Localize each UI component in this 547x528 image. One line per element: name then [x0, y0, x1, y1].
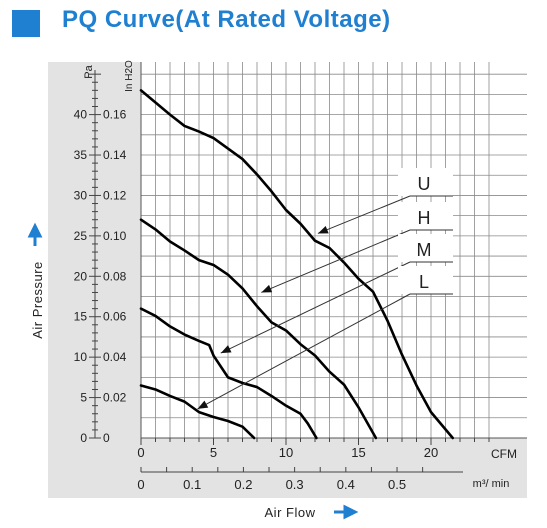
annotation-leader-h — [261, 229, 411, 293]
annotation-arrowhead-m — [220, 345, 232, 354]
x-tick-label-cfm: 15 — [351, 445, 365, 460]
x-axis-arrow — [334, 504, 359, 520]
annotation-box-l — [398, 266, 453, 294]
y-tick-label-pa: 40 — [74, 108, 88, 122]
y-tick-label-inh2o: 0.10 — [103, 229, 127, 243]
y-tick-label-inh2o: 0.12 — [103, 188, 127, 202]
y-axis-title: Air Pressure — [30, 261, 45, 339]
x-tick-label-m3min: 0.4 — [337, 477, 355, 492]
y-tick-label-pa: 0 — [80, 431, 87, 445]
annotation-label-h: H — [418, 208, 431, 228]
y-tick-label-pa: 30 — [74, 188, 88, 202]
y-tick-label-pa: 35 — [74, 148, 88, 162]
x-tick-label-cfm: 0 — [137, 445, 144, 460]
annotation-box-u — [398, 168, 453, 196]
curve-l — [139, 384, 256, 440]
x-tick-label-m3min: 0.5 — [388, 477, 406, 492]
x-tick-label-cfm: 10 — [279, 445, 293, 460]
annotation-arrowhead-h — [261, 284, 273, 293]
x-unit-cfm: CFM — [491, 447, 517, 461]
annotation-arrowhead-u — [317, 225, 329, 234]
y-unit-pa: Pa — [83, 64, 95, 78]
y-tick-label-inh2o: 0.16 — [103, 108, 127, 122]
annotation-label-u: U — [418, 174, 431, 194]
annotation-box-m — [398, 234, 453, 262]
annotation-label-l: L — [419, 272, 429, 292]
y-tick-label-inh2o: 0.08 — [103, 269, 127, 283]
y-tick-label-pa: 15 — [74, 310, 88, 324]
y-tick-label-pa: 5 — [80, 391, 87, 405]
x-tick-label-m3min: 0.3 — [286, 477, 304, 492]
y-tick-label-inh2o: 0.06 — [103, 310, 127, 324]
x-tick-label-m3min: 0.2 — [234, 477, 252, 492]
grid — [141, 62, 527, 438]
title-square-marker — [12, 10, 40, 37]
y-tick-label-pa: 20 — [74, 269, 88, 283]
y-tick-label-inh2o: 0.02 — [103, 391, 127, 405]
x-unit-m3min: m³/ min — [473, 478, 510, 490]
x-tick-label-cfm: 5 — [210, 445, 217, 460]
x-tick-label-cfm: 20 — [424, 445, 438, 460]
annotation-leader-u — [317, 195, 411, 234]
x-tick-label-m3min: 0.1 — [183, 477, 201, 492]
annotation-label-m: M — [417, 240, 432, 260]
annotation-leader-m — [220, 261, 411, 354]
y-tick-label-pa: 10 — [74, 350, 88, 364]
annotation-box-h — [398, 202, 453, 230]
curve-u — [139, 89, 455, 440]
annotation-arrowhead-l — [197, 400, 209, 409]
curve-h — [139, 218, 378, 440]
y-axis-arrow — [27, 222, 43, 246]
annotation-leader-l — [197, 293, 411, 410]
chart-title: PQ Curve(At Rated Voltage) — [62, 6, 391, 33]
y-tick-label-inh2o: 0.14 — [103, 148, 127, 162]
y-unit-inh2o: In H2O — [124, 60, 135, 92]
y-tick-label-inh2o: 0 — [103, 431, 110, 445]
x-axis-title: Air Flow — [265, 505, 316, 520]
curve-m — [139, 307, 318, 440]
x-tick-label-m3min: 0 — [137, 477, 144, 492]
y-tick-label-inh2o: 0.04 — [103, 350, 127, 364]
y-tick-label-pa: 25 — [74, 229, 88, 243]
